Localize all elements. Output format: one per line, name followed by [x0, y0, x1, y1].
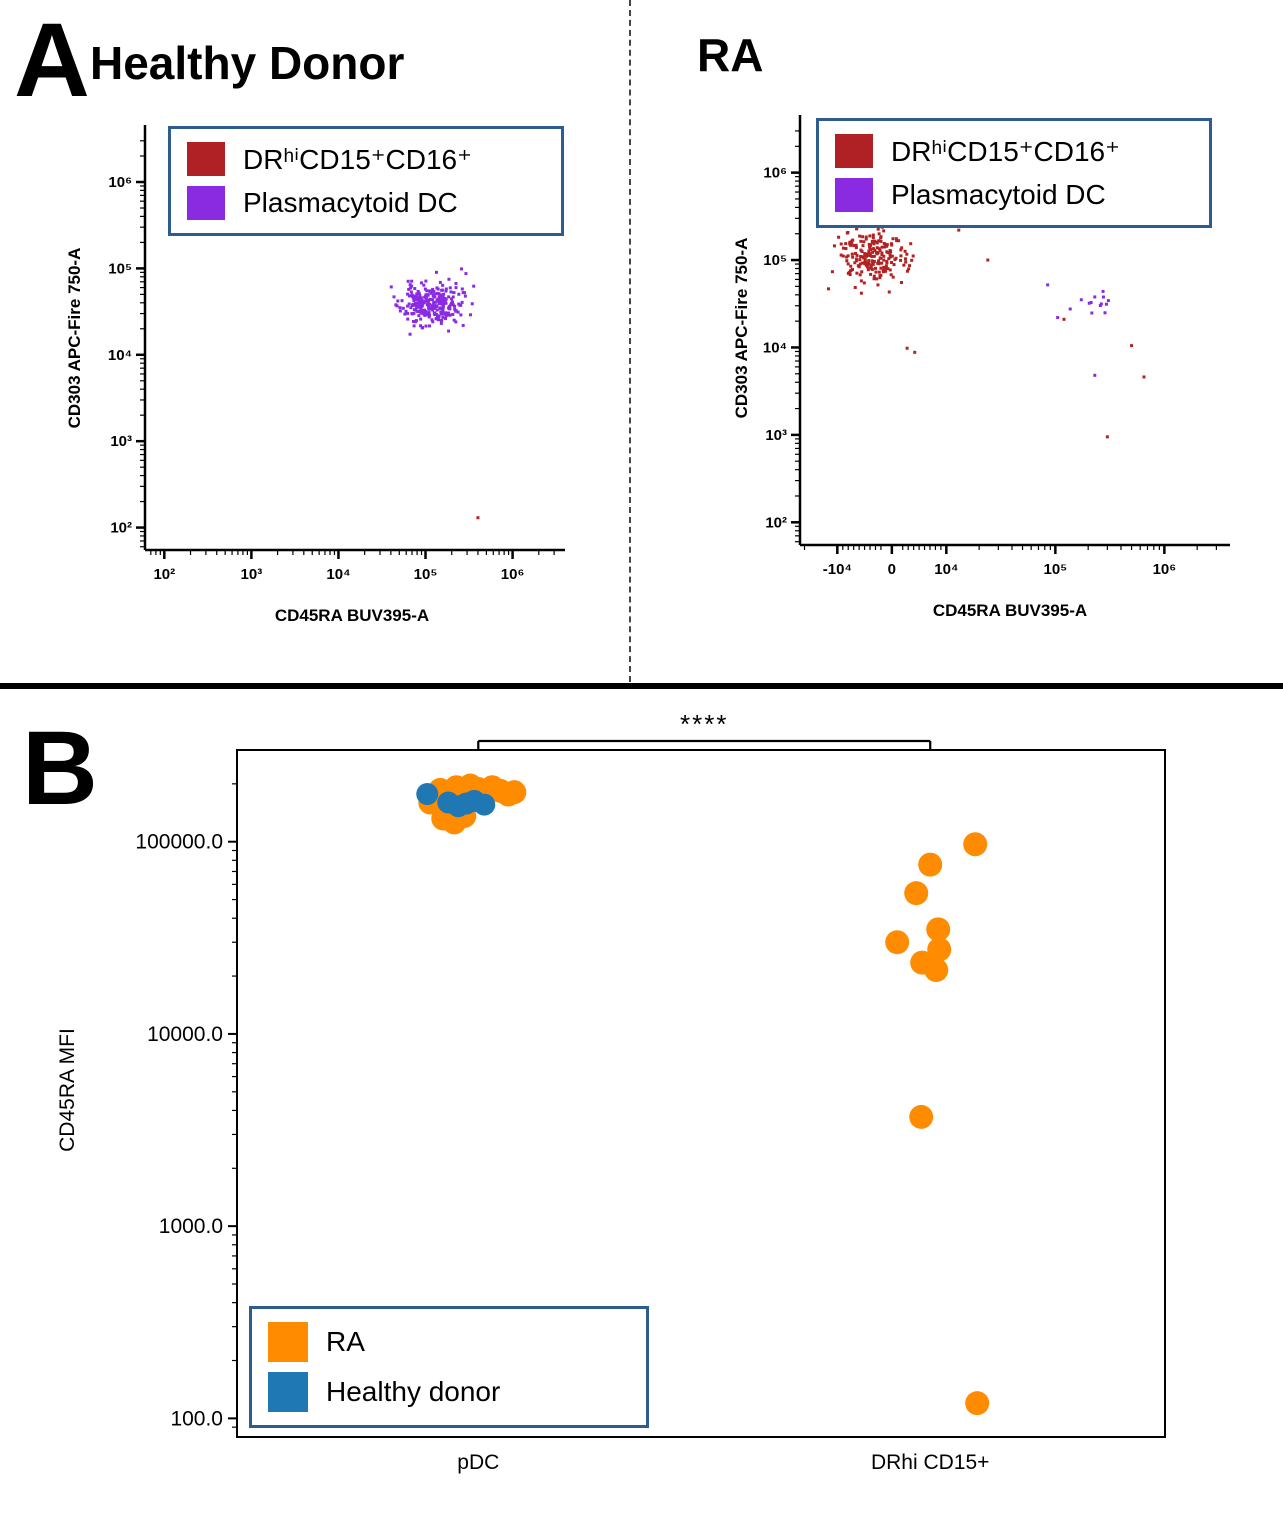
legend-row-pdc: Plasmacytoid DC	[835, 178, 1193, 212]
flow-ra-xaxis-label: CD45RA BUV395-A	[932, 601, 1088, 620]
legend-row-drhi: DRʰⁱCD15⁺CD16⁺	[835, 134, 1193, 168]
svg-text:10⁶: 10⁶	[1153, 561, 1177, 578]
flow-plot-healthy: 10² 10³ 10⁴ 10⁵ 10⁶ 10² 10³ 10⁴ 10⁵ 10⁶	[108, 125, 565, 583]
svg-text:10²: 10²	[153, 566, 175, 583]
healthy-legend-label: Healthy donor	[326, 1376, 501, 1407]
svg-text:1000.0: 1000.0	[159, 1215, 223, 1238]
legend-flow-ra: DRʰⁱCD15⁺CD16⁺ Plasmacytoid DC	[816, 118, 1212, 228]
panel-divider	[0, 683, 1283, 689]
svg-text:10⁵: 10⁵	[1043, 561, 1067, 578]
svg-text:****: ****	[680, 709, 728, 739]
panel-b-label: B	[22, 710, 98, 827]
svg-text:10⁴: 10⁴	[763, 339, 787, 356]
svg-text:10³: 10³	[765, 427, 787, 444]
pdc-swatch-icon	[835, 178, 873, 212]
svg-text:DRhi CD15+: DRhi CD15+	[871, 1451, 989, 1474]
legend-mfi: RA Healthy donor	[249, 1306, 649, 1428]
svg-text:0: 0	[888, 561, 896, 578]
drhi-swatch-icon	[187, 142, 225, 176]
drhi-legend-label: DRʰⁱCD15⁺CD16⁺	[243, 143, 472, 175]
svg-text:pDC: pDC	[457, 1451, 499, 1474]
svg-text:10⁵: 10⁵	[763, 252, 787, 269]
panel-a-vertical-divider	[629, 0, 631, 682]
svg-text:100.0: 100.0	[170, 1407, 223, 1430]
legend-row-drhi: DRʰⁱCD15⁺CD16⁺	[187, 142, 545, 176]
svg-text:10³: 10³	[241, 566, 263, 583]
svg-text:10⁶: 10⁶	[501, 566, 525, 583]
healthy-swatch-icon	[268, 1372, 308, 1412]
ra-swatch-icon	[268, 1322, 308, 1362]
flow-ra-title: RA	[697, 29, 764, 81]
mfi-dot-plot: 100.0 1000.0 10000.0 100000.0 pDC DRhi CD15+ *…	[135, 709, 1166, 1474]
svg-text:10²: 10²	[110, 520, 132, 537]
legend-row-ra: RA	[268, 1322, 630, 1362]
flow-healthy-title: Healthy Donor	[90, 37, 405, 89]
svg-text:100000.0: 100000.0	[135, 831, 223, 854]
pdc-legend-label: Plasmacytoid DC	[243, 187, 458, 218]
svg-text:10⁵: 10⁵	[414, 566, 438, 583]
svg-text:10⁶: 10⁶	[763, 165, 787, 182]
svg-text:-10⁴: -10⁴	[823, 561, 852, 578]
pdc-legend-label: Plasmacytoid DC	[891, 179, 1106, 210]
svg-text:10⁵: 10⁵	[108, 260, 132, 277]
flow-healthy-xaxis-label: CD45RA BUV395-A	[274, 606, 430, 625]
drhi-legend-label: DRʰⁱCD15⁺CD16⁺	[891, 135, 1120, 167]
pdc-swatch-icon	[187, 186, 225, 220]
legend-row-healthy: Healthy donor	[268, 1372, 630, 1412]
svg-text:10⁴: 10⁴	[326, 566, 350, 583]
svg-text:10⁶: 10⁶	[108, 174, 132, 191]
legend-row-pdc: Plasmacytoid DC	[187, 186, 545, 220]
ra-legend-label: RA	[326, 1326, 365, 1357]
drhi-swatch-icon	[835, 134, 873, 168]
svg-text:10⁴: 10⁴	[934, 561, 958, 578]
flow-healthy-yaxis-label: CD303 APC-Fire 750-A	[65, 247, 84, 429]
panel-a-label: A	[14, 2, 90, 119]
svg-text:10²: 10²	[765, 514, 787, 531]
svg-text:10000.0: 10000.0	[147, 1023, 223, 1046]
svg-text:10⁴: 10⁴	[108, 347, 132, 364]
svg-text:10³: 10³	[110, 433, 132, 450]
flow-ra-yaxis-label: CD303 APC-Fire 750-A	[732, 237, 751, 419]
legend-flow-healthy: DRʰⁱCD15⁺CD16⁺ Plasmacytoid DC	[168, 126, 564, 236]
mfi-yaxis-label: CD45RA MFI	[56, 1028, 79, 1152]
flow-plot-ra: -10⁴ 0 10⁴ 10⁵ 10⁶ 10² 10³ 10⁴ 10⁵ 10⁶	[763, 115, 1230, 578]
